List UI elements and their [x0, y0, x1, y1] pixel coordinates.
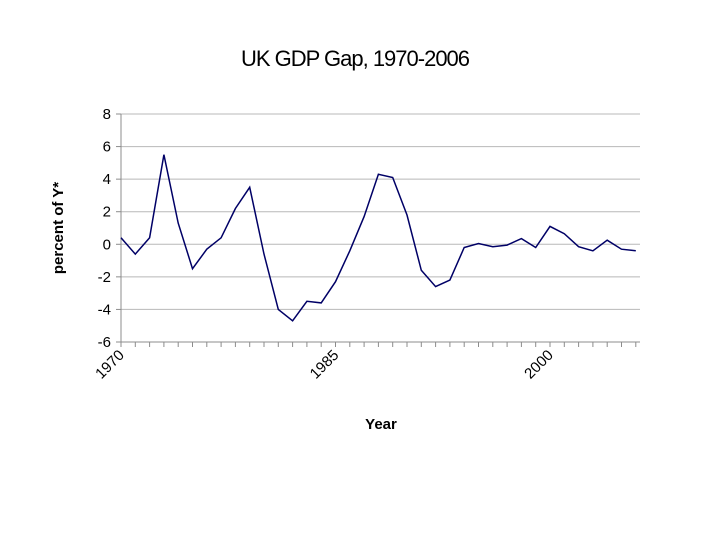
x-axis-ticks	[120, 342, 637, 347]
x-axis-title: Year	[365, 416, 397, 433]
chart-title: UK GDP Gap, 1970-2006	[241, 46, 470, 71]
y-tick-label: 0	[103, 236, 111, 253]
y-tick-label: 2	[103, 204, 111, 221]
y-tick-label: 8	[103, 106, 111, 123]
y-tick-label: -2	[98, 269, 111, 286]
x-tick-label: 1985	[307, 347, 343, 383]
y-axis-ticks: 8 6 4 2 0 -2 -4 -6	[98, 106, 121, 351]
series-line-uk-gdp-gap	[120, 154, 636, 322]
y-tick-label: -4	[98, 301, 111, 318]
y-tick-label: 4	[103, 171, 111, 188]
y-tick-label: 6	[103, 139, 111, 156]
gridlines	[121, 113, 640, 310]
y-tick-label: -6	[98, 334, 111, 351]
x-tick-label: 1970	[92, 347, 128, 383]
x-tick-label: 2000	[521, 347, 557, 383]
x-axis-tick-labels: 1970 1985 2000	[92, 347, 557, 383]
y-axis-title: percent of Y*	[50, 182, 67, 274]
axes	[120, 114, 640, 343]
